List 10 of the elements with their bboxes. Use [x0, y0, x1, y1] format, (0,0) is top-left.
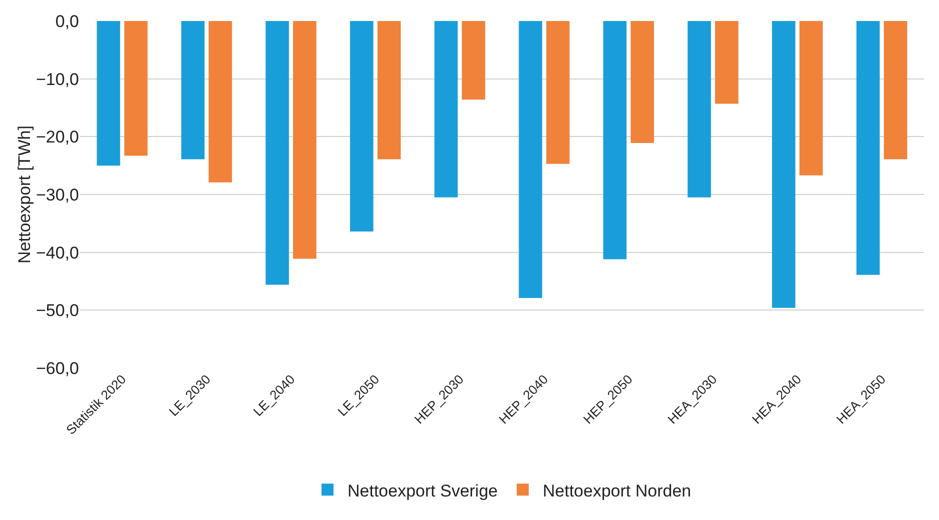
y-tick-label: −10,0 [36, 70, 79, 89]
y-tick-label: 0,0 [55, 12, 79, 31]
y-tick-label: −40,0 [36, 243, 79, 262]
y-axis-title: Nettoexport [TWh] [14, 126, 34, 264]
y-tick-label: −50,0 [36, 301, 79, 320]
legend-label: Nettoexport Sverige [348, 481, 498, 500]
y-tick-label: −60,0 [36, 358, 79, 378]
y-tick-label: −20,0 [36, 128, 79, 147]
y-tick-label: −30,0 [36, 185, 79, 204]
legend-label: Nettoexport Norden [542, 481, 692, 500]
